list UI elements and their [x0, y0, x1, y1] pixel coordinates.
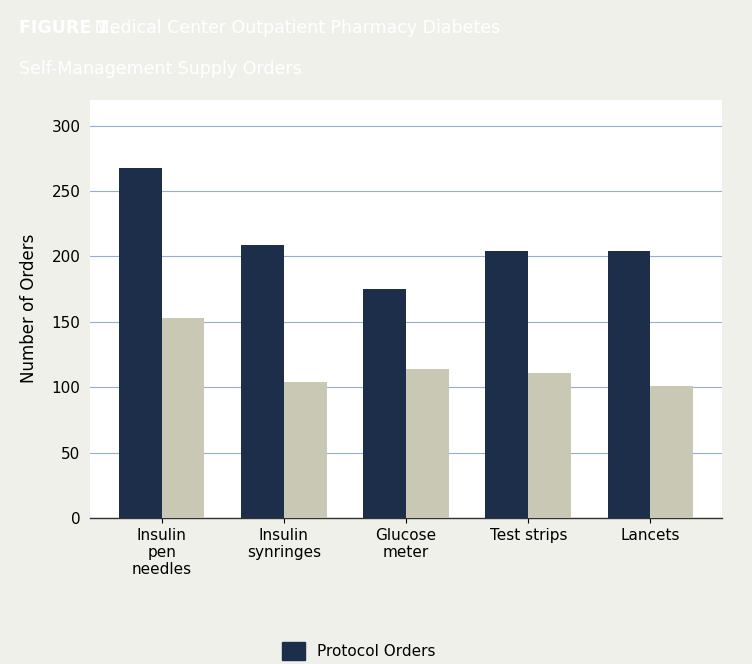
- Bar: [241, 245, 284, 518]
- Bar: [486, 251, 528, 518]
- Bar: [119, 167, 162, 518]
- Legend: Protocol Orders, Nonprotocol Orders: Protocol Orders, Nonprotocol Orders: [276, 635, 473, 664]
- Bar: [406, 369, 449, 518]
- Bar: [528, 373, 571, 518]
- Bar: [363, 289, 406, 518]
- Bar: [162, 318, 205, 518]
- Text: Medical Center Outpatient Pharmacy Diabetes: Medical Center Outpatient Pharmacy Diabe…: [89, 19, 500, 37]
- Bar: [284, 382, 326, 518]
- Text: FIGURE 1.: FIGURE 1.: [19, 19, 116, 37]
- Y-axis label: Number of Orders: Number of Orders: [20, 234, 38, 383]
- Text: Self-Management Supply Orders: Self-Management Supply Orders: [19, 60, 302, 78]
- Bar: [650, 386, 693, 518]
- Bar: [608, 251, 650, 518]
